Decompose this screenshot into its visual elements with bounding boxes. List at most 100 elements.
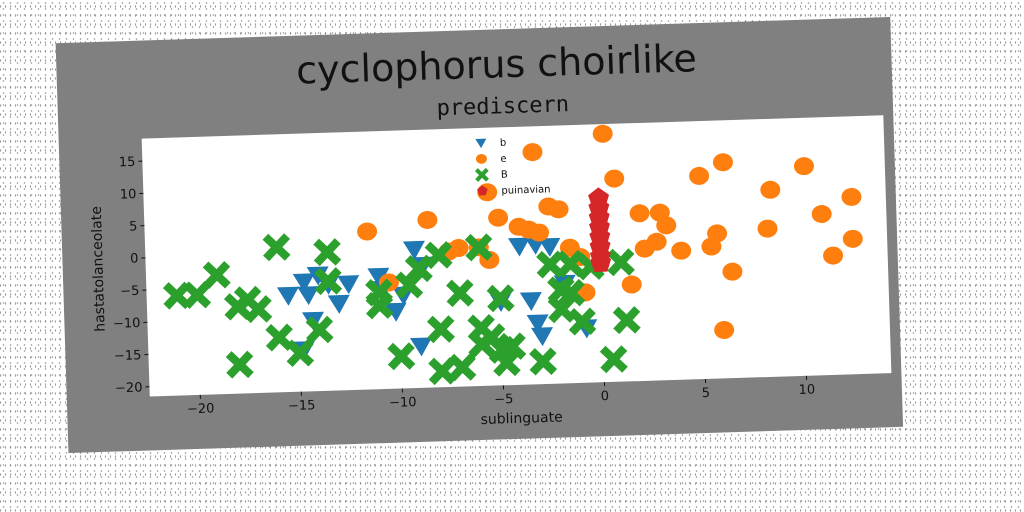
x-tick-label: 10 [798, 383, 815, 399]
point-b [402, 240, 425, 260]
point-b [305, 315, 334, 344]
point-e [488, 208, 509, 227]
point-e [722, 262, 743, 281]
point-b [529, 347, 558, 376]
point-b [225, 350, 254, 379]
point-b [606, 248, 635, 277]
point-b [297, 286, 320, 306]
y-axis-label: hastatolanceolate [89, 206, 109, 332]
y-tick-label: 10 [120, 187, 137, 203]
point-b [568, 307, 597, 336]
chart-subtitle: prediscern [436, 92, 569, 121]
x-tick-label: −20 [187, 401, 215, 417]
x-tick-label: 0 [601, 389, 610, 404]
point-b [426, 315, 455, 344]
point-b [424, 241, 453, 270]
point-e [760, 180, 781, 199]
point-e [357, 222, 378, 241]
point-b [365, 291, 394, 320]
point-b [531, 327, 554, 347]
point-b [404, 254, 433, 283]
point-b [313, 238, 342, 267]
point-e [529, 223, 550, 242]
point-b [265, 323, 294, 352]
legend-label: B [501, 170, 508, 181]
point-b [448, 353, 477, 382]
point-b [262, 233, 291, 262]
y-tick-label: −20 [115, 381, 143, 397]
point-b [276, 286, 299, 306]
point-b [384, 302, 407, 322]
legend-marker-b [475, 138, 487, 149]
point-e [522, 143, 543, 162]
point-b [395, 271, 424, 300]
point-b [538, 237, 561, 257]
y-tick-label: −10 [113, 316, 141, 332]
x-tick-label: −10 [389, 395, 417, 411]
legend-label: e [500, 154, 506, 165]
y-tick-label: 0 [130, 252, 139, 267]
point-e [842, 229, 863, 248]
point-e [841, 187, 862, 206]
y-tick-label: 5 [129, 219, 138, 234]
x-tick-label: 5 [702, 386, 711, 401]
point-b [492, 348, 521, 377]
point-b [486, 284, 515, 313]
point-b [519, 291, 542, 312]
point-b [599, 345, 628, 374]
point-b [428, 357, 457, 386]
y-tick-label: −5 [120, 284, 140, 300]
x-tick-label: −5 [494, 392, 514, 408]
point-e [646, 232, 667, 251]
point-e [604, 169, 625, 188]
legend-marker-e [475, 153, 487, 164]
point-e [714, 320, 735, 340]
point-e [592, 124, 613, 143]
point-b [557, 278, 586, 307]
y-tick-label: 15 [119, 155, 136, 171]
point-e [757, 219, 778, 238]
point-b [292, 273, 315, 293]
point-e [712, 153, 733, 172]
point-b [183, 280, 212, 309]
point-b [536, 250, 565, 279]
point-e [656, 216, 677, 235]
point-b [526, 314, 549, 334]
point-e [811, 205, 832, 224]
point-b [547, 295, 576, 324]
point-e [707, 224, 728, 243]
point-e [621, 275, 642, 294]
point-e [671, 241, 692, 260]
point-b [507, 237, 530, 257]
point-e [629, 204, 650, 223]
point-b [498, 332, 527, 361]
point-e [448, 238, 469, 258]
point-b [327, 294, 350, 314]
point-puinavian [590, 251, 612, 272]
point-e [548, 200, 569, 219]
point-b [202, 260, 231, 289]
point-b [367, 267, 390, 287]
legend-label: puinavian [501, 184, 550, 197]
x-tick-label: −15 [288, 398, 316, 414]
point-b [244, 295, 273, 324]
point-b [556, 249, 585, 278]
plot-area [141, 115, 892, 397]
y-tick-label: −15 [114, 348, 142, 364]
legend-label: b [500, 138, 507, 149]
x-axis-label: sublinguate [480, 409, 563, 428]
point-b [612, 306, 641, 335]
point-e [793, 157, 814, 176]
point-b [464, 233, 493, 262]
legend-marker-puinavian [477, 185, 488, 196]
point-b [446, 279, 475, 308]
point-b [162, 281, 191, 310]
point-e [689, 166, 710, 185]
point-b [314, 267, 343, 296]
legend-marker-b [474, 167, 489, 182]
point-b [286, 339, 315, 368]
point-e [417, 210, 438, 229]
point-e [823, 246, 844, 265]
